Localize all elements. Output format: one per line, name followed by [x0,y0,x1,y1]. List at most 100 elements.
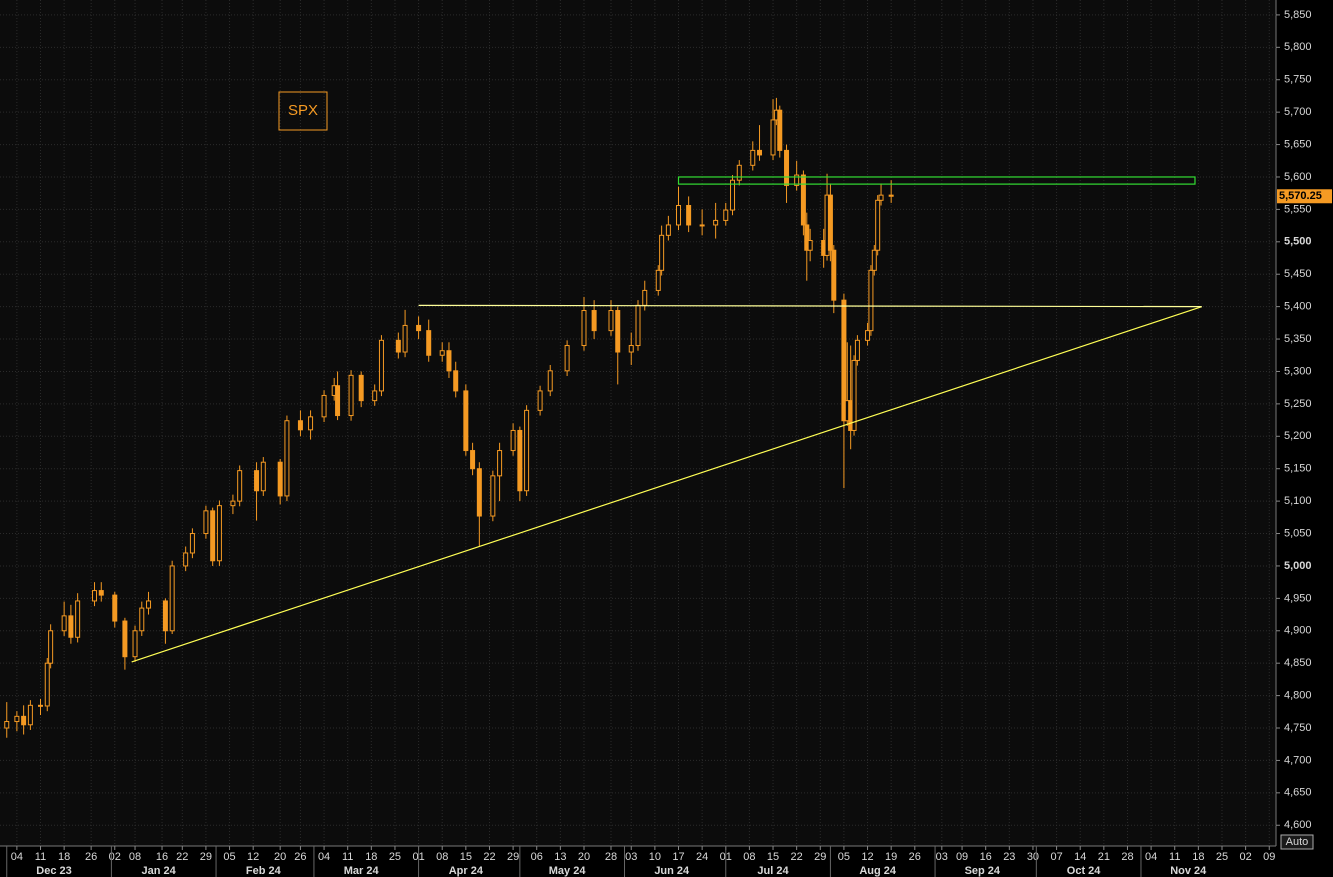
x-tick-label: 03 [625,851,637,863]
candle-body [27,704,33,726]
candle-body [139,607,145,632]
candle-body [61,615,67,632]
candle-body [308,416,314,431]
candle-body [254,470,260,492]
x-tick-label: 11 [35,851,46,863]
candle-body [162,600,168,632]
candle-body [510,429,516,452]
x-tick-label: 18 [1192,851,1204,863]
x-tick-label: 26 [294,851,306,863]
candle-body [723,209,729,221]
y-tick-label: 5,700 [1284,106,1312,118]
x-tick-label: 17 [672,851,684,863]
last-price-label: 5,570.25 [1279,190,1322,202]
x-tick-label: 09 [956,851,968,863]
y-tick-label: 5,400 [1284,301,1312,313]
candle-body [446,350,452,372]
x-tick-label: 25 [389,851,401,863]
x-tick-label: 28 [605,851,617,863]
candle-body [635,304,641,347]
month-label: Oct 24 [1067,865,1102,877]
candle-body [439,350,445,356]
x-tick-label: 28 [1121,851,1133,863]
y-tick-label: 5,500 [1284,236,1312,248]
candle-body [372,390,378,402]
y-tick-label: 4,950 [1284,592,1312,604]
x-tick-label: 12 [247,851,259,863]
candle-body [730,179,736,211]
candle-body [453,370,459,392]
candle-body [537,390,543,411]
auto-button-label[interactable]: Auto [1286,836,1309,848]
month-label: Sep 24 [965,865,1001,877]
candle-body [38,704,44,707]
y-tick-label: 4,650 [1284,787,1312,799]
y-tick-label: 4,800 [1284,690,1312,702]
candle-body [865,330,871,341]
trend-line [131,306,1202,663]
x-tick-label: 26 [909,851,921,863]
x-tick-label: 15 [767,851,779,863]
x-tick-label: 18 [365,851,377,863]
candle-body [547,370,553,392]
x-tick-label: 06 [531,851,543,863]
candle-body [878,194,884,201]
y-tick-label: 5,250 [1284,398,1312,410]
candle-body [210,510,216,562]
candle-body [888,194,894,197]
candle-body [564,345,570,372]
candle-body [426,330,432,356]
candle-body [48,630,54,664]
candle-body [122,620,128,658]
candle-body [827,194,833,251]
x-tick-label: 11 [342,851,353,863]
y-tick-label: 4,600 [1284,819,1312,831]
candle-body [875,199,881,251]
candle-body [189,533,195,554]
candle-body [358,374,364,402]
x-tick-label: 30 [1027,851,1039,863]
month-label: May 24 [549,865,587,877]
y-tick-label: 5,000 [1284,560,1312,572]
y-tick-label: 5,450 [1284,268,1312,280]
candle-body [497,450,503,477]
candle-body [402,324,408,353]
candle-body [868,269,874,332]
candle-body [75,600,81,638]
x-tick-label: 05 [838,851,850,863]
y-tick-label: 4,850 [1284,657,1312,669]
candle-body [21,715,27,726]
month-label: Aug 24 [859,865,897,877]
candle-body [524,409,530,492]
candle-body [831,249,837,301]
candle-body [98,590,104,596]
month-label: Nov 24 [1170,865,1207,877]
candle-body [476,468,482,517]
x-tick-label: 18 [58,851,70,863]
x-tick-label: 22 [176,851,188,863]
candle-body [517,429,523,492]
candle-body [183,552,189,567]
x-tick-label: 20 [274,851,286,863]
month-label: Jul 24 [757,865,789,877]
auto-button[interactable] [1280,834,1314,850]
x-tick-label: 04 [1145,851,1157,863]
candle-body [628,345,634,353]
candle-body [297,420,303,431]
candle-body [463,390,469,452]
candle-body [146,600,152,609]
y-tick-label: 5,200 [1284,430,1312,442]
title-box [278,91,328,131]
x-tick-label: 14 [1074,851,1086,863]
x-tick-label: 26 [85,851,97,863]
candle-body [713,219,719,226]
candle-body [169,565,175,632]
x-tick-label: 08 [129,851,141,863]
candle-body [581,310,587,347]
candle-body [608,310,614,332]
candle-body [216,505,222,562]
x-tick-label: 02 [1239,851,1251,863]
candle-body [770,119,776,156]
candle-body [203,510,209,535]
candle-body [112,594,118,622]
